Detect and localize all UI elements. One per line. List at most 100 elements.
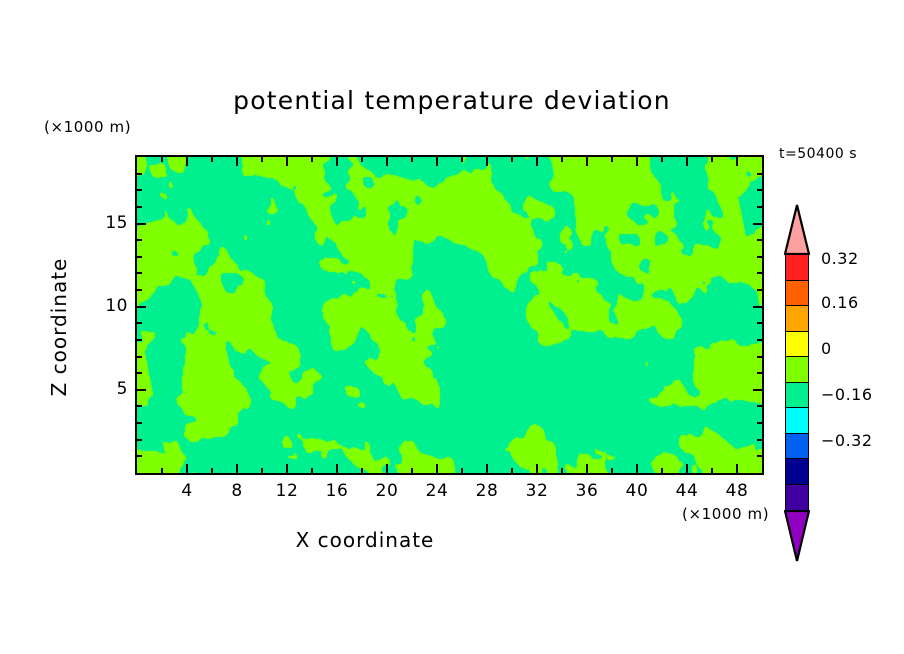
colorbar-band — [785, 407, 809, 434]
colorbar-tick-label: −0.16 — [821, 385, 873, 404]
y-tick-left — [137, 405, 142, 407]
x-tick-top — [736, 157, 738, 166]
x-tick-bottom — [186, 464, 188, 473]
y-tick-label: 10 — [105, 295, 128, 316]
x-tick-top — [211, 157, 213, 162]
x-tick-bottom — [586, 464, 588, 473]
x-tick-top — [636, 157, 638, 166]
x-tick-top — [286, 157, 288, 166]
x-tick-bottom — [386, 464, 388, 473]
y-tick-right — [753, 223, 762, 225]
y-tick-right — [757, 173, 762, 175]
y-tick-left — [137, 322, 142, 324]
y-tick-left — [137, 422, 142, 424]
x-tick-top — [411, 157, 413, 162]
y-tick-label: 5 — [116, 378, 128, 399]
x-tick-bottom — [211, 468, 213, 473]
x-axis-units-label: (×1000 m) — [682, 505, 770, 523]
colorbar: 0.32 0.16 0 −0.16 −0.32 — [784, 204, 872, 562]
x-tick-bottom — [661, 468, 663, 473]
y-axis-units-label: (×1000 m) — [44, 118, 132, 136]
x-tick-bottom — [436, 464, 438, 473]
y-tick-left — [137, 173, 142, 175]
x-tick-bottom — [286, 464, 288, 473]
x-tick-bottom — [511, 468, 513, 473]
y-tick-left — [137, 289, 142, 291]
y-tick-left — [137, 356, 142, 358]
colorbar-over-arrow — [784, 204, 810, 255]
x-tick-label: 32 — [525, 481, 549, 501]
y-tick-left — [137, 372, 142, 374]
colorbar-band — [785, 381, 809, 409]
x-tick-bottom — [411, 468, 413, 473]
y-tick-left — [137, 272, 142, 274]
x-tick-label: 44 — [675, 481, 699, 501]
x-tick-bottom — [711, 468, 713, 473]
y-tick-right — [757, 422, 762, 424]
y-tick-right — [757, 455, 762, 457]
x-tick-bottom — [636, 464, 638, 473]
colorbar-band — [785, 279, 809, 307]
y-tick-left — [137, 189, 142, 191]
y-tick-left — [137, 239, 142, 241]
x-tick-bottom — [461, 468, 463, 473]
x-tick-top — [161, 157, 163, 162]
x-tick-label: 12 — [275, 481, 299, 501]
x-tick-bottom — [336, 464, 338, 473]
plot-area — [135, 155, 764, 475]
x-tick-top — [661, 157, 663, 162]
x-tick-bottom — [236, 464, 238, 473]
y-tick-left — [137, 223, 146, 225]
x-tick-top — [511, 157, 513, 162]
y-tick-right — [757, 405, 762, 407]
y-tick-left — [137, 389, 146, 391]
x-tick-top — [536, 157, 538, 166]
colorbar-band — [785, 254, 809, 281]
colorbar-band — [785, 356, 809, 383]
x-tick-top — [361, 157, 363, 162]
x-tick-label: 24 — [425, 481, 449, 501]
y-tick-left — [137, 306, 146, 308]
y-tick-right — [757, 339, 762, 341]
x-tick-top — [686, 157, 688, 166]
x-tick-bottom — [536, 464, 538, 473]
y-tick-left — [137, 339, 142, 341]
colorbar-band — [785, 483, 809, 511]
x-tick-bottom — [261, 468, 263, 473]
colorbar-band — [785, 432, 809, 460]
y-tick-right — [757, 372, 762, 374]
x-tick-top — [611, 157, 613, 162]
x-tick-label: 28 — [475, 481, 499, 501]
x-tick-top — [436, 157, 438, 166]
x-tick-top — [711, 157, 713, 162]
y-tick-right — [753, 306, 762, 308]
contour-field — [137, 157, 762, 473]
x-tick-label: 36 — [575, 481, 599, 501]
x-tick-label: 16 — [325, 481, 349, 501]
x-tick-label: 40 — [625, 481, 649, 501]
x-tick-top — [486, 157, 488, 166]
colorbar-tick-label: 0.16 — [821, 293, 859, 312]
x-tick-label: 4 — [181, 481, 193, 501]
x-tick-bottom — [736, 464, 738, 473]
y-tick-label: 15 — [105, 212, 128, 233]
y-tick-right — [757, 322, 762, 324]
x-tick-label: 8 — [231, 481, 243, 501]
y-tick-right — [757, 239, 762, 241]
colorbar-band — [785, 458, 809, 485]
y-tick-right — [757, 356, 762, 358]
colorbar-tick-label: 0 — [821, 339, 832, 358]
colorbar-tick-label: 0.32 — [821, 249, 859, 268]
x-tick-bottom — [486, 464, 488, 473]
y-tick-right — [757, 272, 762, 274]
y-tick-right — [757, 189, 762, 191]
colorbar-tick-label: −0.32 — [821, 431, 873, 450]
y-tick-right — [757, 206, 762, 208]
time-stamp-label: t=50400 s — [779, 146, 857, 162]
x-tick-top — [586, 157, 588, 166]
x-axis-title: X coordinate — [295, 528, 435, 552]
y-axis-title: Z coordinate — [47, 257, 71, 397]
x-tick-top — [386, 157, 388, 166]
x-tick-top — [261, 157, 263, 162]
